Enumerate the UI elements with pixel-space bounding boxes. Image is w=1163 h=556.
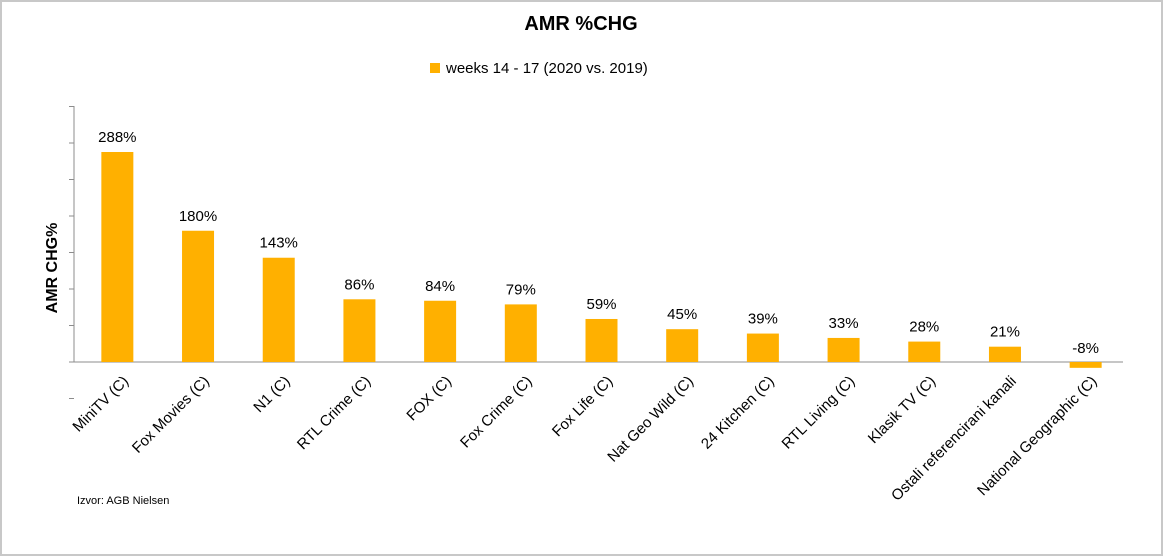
bar [666, 329, 699, 362]
x-tick-label: N1 (C) [250, 373, 293, 416]
x-tick-label: Klasik TV (C) [865, 373, 939, 447]
bar [746, 333, 779, 362]
legend-label: weeks 14 - 17 (2020 vs. 2019) [445, 60, 648, 77]
data-label: 84% [425, 278, 455, 295]
x-tick-label: Fox Movies (C) [129, 373, 213, 457]
data-label: 79% [506, 281, 536, 298]
data-label: 39% [748, 311, 778, 328]
bar [101, 152, 134, 362]
x-tick-label: RTL Crime (C) [294, 373, 374, 453]
bar [182, 230, 215, 362]
data-label: 28% [909, 319, 939, 336]
legend-swatch [430, 63, 440, 73]
bar [585, 318, 618, 362]
bar [827, 337, 860, 362]
data-label: 180% [179, 208, 217, 225]
x-tick-label: FOX (C) [403, 373, 454, 424]
data-labels: 288% 180% 143% 86% 84% 79% 59% 45% 39% 33% 28% 21% -… [98, 129, 1099, 357]
x-tick-label: 24 Kitchen (C) [698, 373, 778, 453]
data-label: 21% [990, 324, 1020, 341]
x-tick-label: Fox Crime (C) [457, 373, 536, 452]
x-tick-label: RTL Living (C) [779, 373, 859, 453]
data-label: -8% [1072, 340, 1099, 357]
bar [424, 300, 457, 362]
data-label: 143% [260, 235, 298, 252]
data-label: 33% [829, 315, 859, 332]
data-label: 86% [344, 276, 374, 293]
x-tick-label: Nat Geo Wild (C) [604, 373, 697, 466]
data-label: 45% [667, 306, 697, 323]
bar [908, 341, 941, 362]
source-note: Izvor: AGB Nielsen [77, 495, 169, 507]
legend: weeks 14 - 17 (2020 vs. 2019) [430, 60, 648, 77]
bar [262, 257, 295, 362]
x-tick-label: Fox Life (C) [549, 373, 616, 440]
x-tick-labels: MiniTV (C)Fox Movies (C) N1 (C) RTL Crime … [69, 373, 1100, 505]
bars [101, 152, 1102, 368]
chart-title: AMR %CHG [524, 13, 637, 35]
data-label: 59% [586, 296, 616, 313]
x-tick-label: MiniTV (C) [69, 373, 132, 436]
bar [343, 299, 376, 362]
bar [1069, 362, 1102, 368]
bar [988, 346, 1021, 362]
bar [504, 304, 537, 362]
y-axis-label: AMR CHG% [44, 223, 61, 314]
data-label: 288% [98, 129, 136, 146]
